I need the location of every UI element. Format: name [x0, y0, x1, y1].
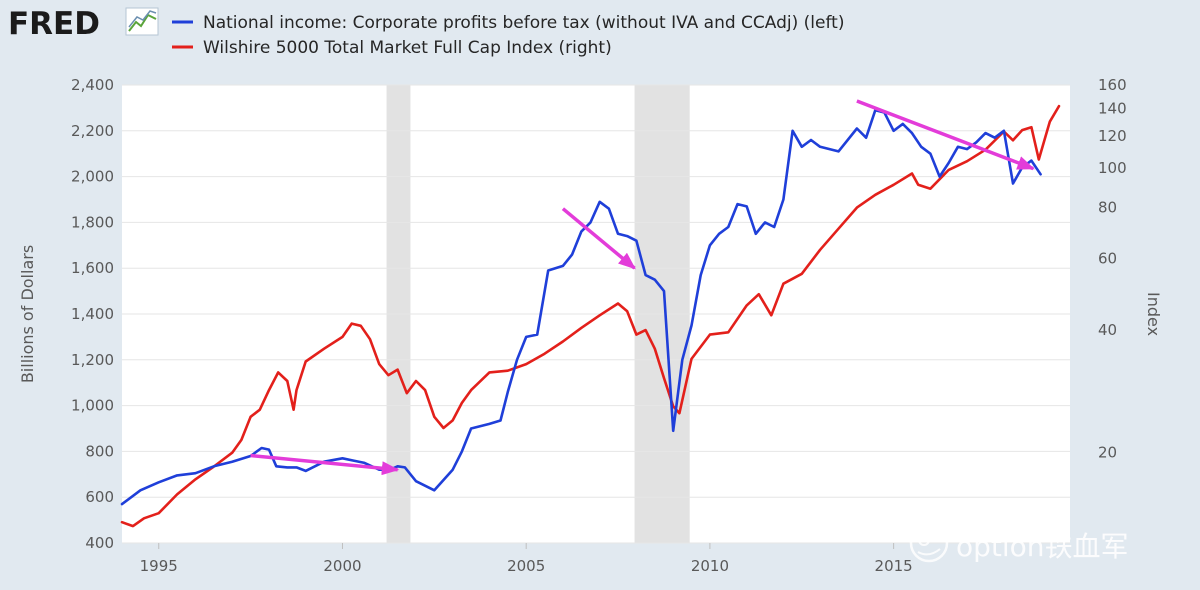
- watermark: option铁血军: [909, 523, 1129, 563]
- y-axis-left-title: Billions of Dollars: [18, 245, 37, 383]
- y-tick-left-600: 600: [85, 488, 114, 506]
- y-tick-left-1800: 1,800: [71, 213, 114, 231]
- legend-label-profits: National income: Corporate profits befor…: [203, 13, 844, 33]
- watermark-logo-icon: [909, 523, 949, 563]
- y-axis-left: 400 600 800 1,000 1,200 1,400 1,600 1,800 2,000 2…: [71, 76, 114, 552]
- y-tick-right-120: 120: [1098, 127, 1127, 145]
- x-tick-2000: 2000: [323, 557, 361, 575]
- legend-item-wilshire: Wilshire 5000 Total Market Full Cap Inde…: [172, 38, 612, 58]
- y-tick-left-2000: 2,000: [71, 168, 114, 186]
- y-tick-left-1200: 1,200: [71, 351, 114, 369]
- logo-graph-icon: [125, 7, 159, 36]
- y-tick-right-60: 60: [1098, 249, 1117, 267]
- y-tick-left-1600: 1,600: [71, 259, 114, 277]
- y-tick-left-1000: 1,000: [71, 397, 114, 415]
- x-tick-2005: 2005: [507, 557, 545, 575]
- y-tick-left-2200: 2,200: [71, 122, 114, 140]
- trend-arrow-0: [250, 453, 400, 476]
- x-axis: 1995 2000 2005 2010 2015: [140, 543, 913, 575]
- y-tick-right-140: 140: [1098, 100, 1127, 118]
- legend-item-profits: National income: Corporate profits befor…: [172, 13, 844, 33]
- logo-text: FRED: [8, 6, 100, 42]
- y-tick-right-100: 100: [1098, 159, 1127, 177]
- x-tick-1995: 1995: [140, 557, 178, 575]
- watermark-text: option铁血军: [956, 530, 1129, 563]
- fred-logo: FRED: [8, 6, 159, 42]
- y-tick-left-800: 800: [85, 442, 114, 460]
- x-tick-2015: 2015: [875, 557, 913, 575]
- trend-arrows: [250, 99, 1035, 476]
- x-tick-2010: 2010: [691, 557, 729, 575]
- trend-arrow-1: [561, 207, 636, 270]
- wilshire-line: [120, 104, 1061, 528]
- y-axis-right: 20 40 60 80 100 120 140 160: [1098, 76, 1127, 462]
- chart-legend: National income: Corporate profits befor…: [172, 13, 844, 58]
- y-tick-right-40: 40: [1098, 321, 1117, 339]
- y-tick-right-80: 80: [1098, 199, 1117, 217]
- y-tick-right-160: 160: [1098, 76, 1127, 94]
- y-tick-right-20: 20: [1098, 444, 1117, 462]
- y-axis-right-title: Index: [1144, 292, 1163, 336]
- y-tick-left-2400: 2,400: [71, 76, 114, 94]
- trend-arrow-2: [856, 99, 1035, 171]
- gridlines: [122, 84, 1070, 544]
- y-tick-left-1400: 1,400: [71, 305, 114, 323]
- legend-label-wilshire: Wilshire 5000 Total Market Full Cap Inde…: [203, 38, 612, 58]
- y-tick-left-400: 400: [85, 534, 114, 552]
